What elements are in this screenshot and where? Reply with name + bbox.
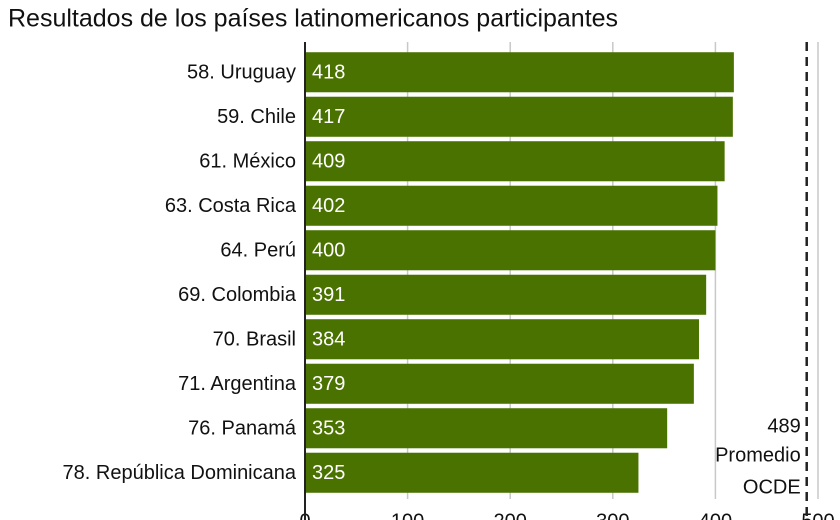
chart-title: Resultados de los países latinomericanos… xyxy=(8,5,618,33)
y-tick-label: 76. Panamá xyxy=(188,418,297,440)
x-tick-label: 300 xyxy=(596,510,629,520)
bar xyxy=(305,274,707,315)
reference-label: OCDE xyxy=(743,476,801,498)
y-tick-label: 71. Argentina xyxy=(178,373,297,395)
value-label: 353 xyxy=(312,418,345,440)
value-label: 379 xyxy=(312,373,345,395)
y-tick-label: 58. Uruguay xyxy=(187,62,296,84)
value-label: 417 xyxy=(312,106,345,128)
x-tick-label: 100 xyxy=(391,510,424,520)
reference-value: 489 xyxy=(767,415,800,437)
bar xyxy=(305,319,699,360)
bar xyxy=(305,185,718,226)
value-label: 409 xyxy=(312,151,345,173)
y-tick-label: 59. Chile xyxy=(217,106,296,128)
bar xyxy=(305,408,668,449)
x-tick-label: 500 xyxy=(801,510,834,520)
value-label: 402 xyxy=(312,195,345,217)
value-label: 418 xyxy=(312,62,345,84)
y-tick-label: 64. Perú xyxy=(220,240,296,262)
y-tick-label: 70. Brasil xyxy=(213,329,296,351)
y-tick-label: 69. Colombia xyxy=(178,284,297,306)
bar xyxy=(305,96,733,137)
bar xyxy=(305,52,734,93)
bar xyxy=(305,141,725,182)
x-tick-label: 200 xyxy=(494,510,527,520)
x-tick-label: 400 xyxy=(699,510,732,520)
y-tick-label: 78. República Dominicana xyxy=(63,462,297,484)
bar xyxy=(305,230,716,271)
bar xyxy=(305,363,694,404)
y-tick-label: 61. México xyxy=(199,151,296,173)
value-label: 325 xyxy=(312,462,345,484)
value-label: 400 xyxy=(312,240,345,262)
bar xyxy=(305,452,639,493)
value-label: 391 xyxy=(312,284,345,306)
value-label: 384 xyxy=(312,329,345,351)
reference-label: Promedio xyxy=(715,444,801,466)
y-tick-label: 63. Costa Rica xyxy=(165,195,297,217)
